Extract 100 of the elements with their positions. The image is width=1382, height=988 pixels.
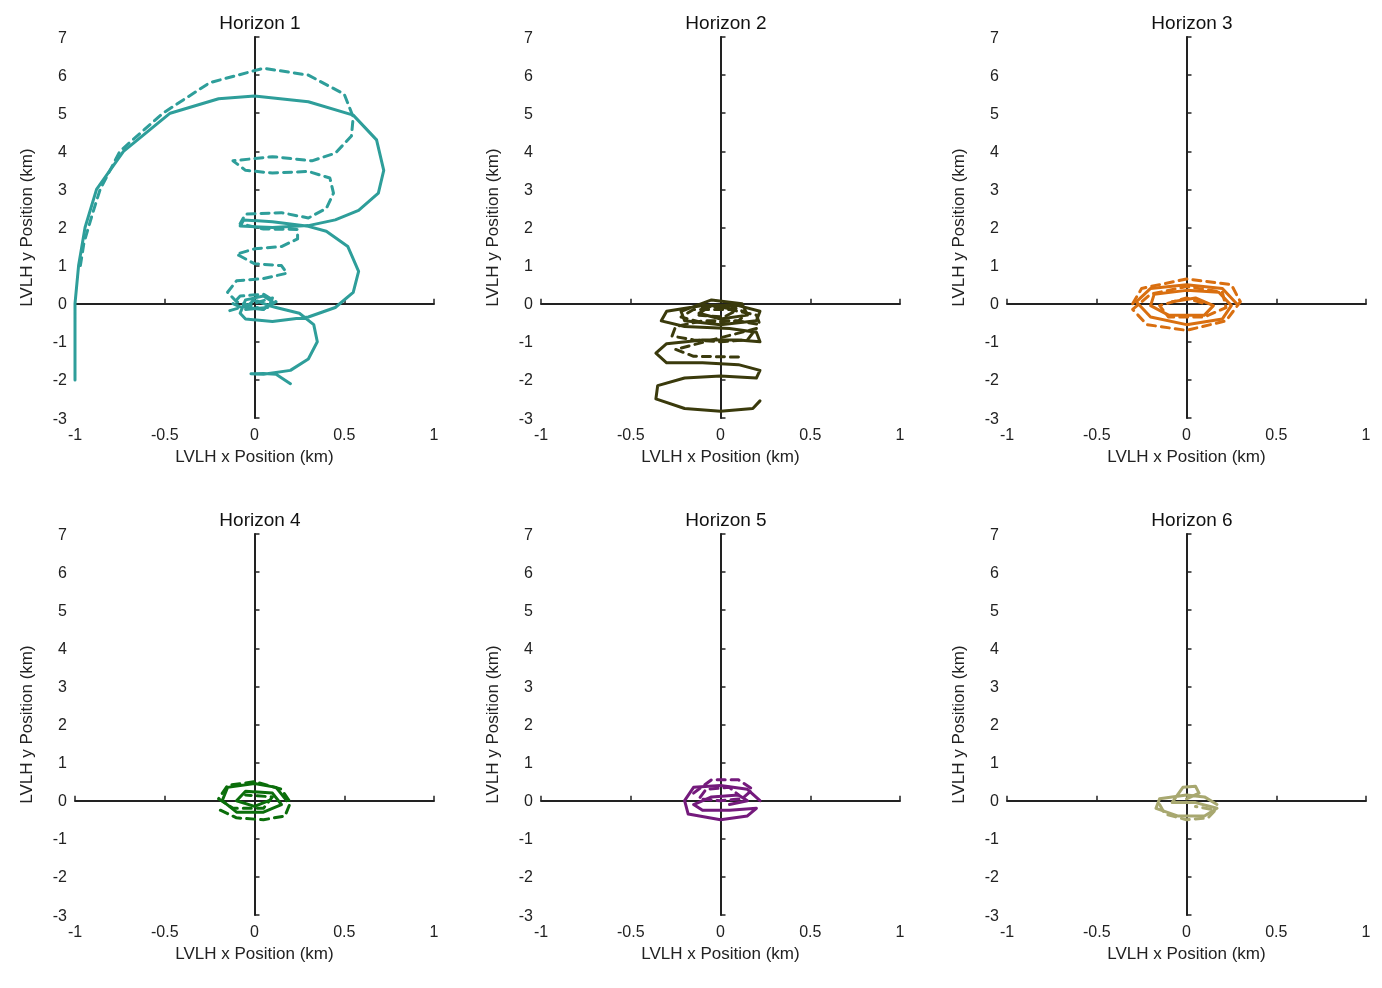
- line-series: [1154, 784, 1219, 818]
- y-tick-label: -3: [52, 409, 68, 427]
- y-tick-label: -1: [984, 333, 1000, 351]
- y-tick-label: 4: [58, 142, 68, 160]
- y-tick-label: 3: [58, 180, 68, 198]
- y-tick-label: 2: [58, 716, 68, 733]
- y-tick-label: 4: [990, 639, 1000, 657]
- y-axis-title: LVLH y Position (km): [949, 148, 968, 307]
- y-tick-label: 4: [524, 142, 534, 160]
- x-tick-label: 0.5: [799, 425, 822, 443]
- y-tick-label: -1: [518, 333, 534, 351]
- y-tick-label: -2: [518, 371, 534, 389]
- y-axis-title: LVLH y Position (km): [949, 645, 968, 804]
- x-tick-label: 1: [895, 425, 905, 443]
- y-tick-label: 0: [524, 792, 534, 810]
- x-axis-title: LVLH x Position (km): [641, 944, 800, 963]
- chart-title: Horizon 4: [219, 509, 302, 530]
- y-tick-label: 5: [524, 601, 534, 619]
- x-tick-label: 1: [895, 922, 905, 940]
- x-tick-label: 0.5: [1265, 425, 1288, 443]
- y-tick-label: 7: [58, 525, 68, 543]
- x-axis-title: LVLH x Position (km): [175, 447, 334, 466]
- x-tick-label: 1: [429, 922, 439, 940]
- y-tick-label: 3: [58, 677, 68, 695]
- y-tick-label: -3: [52, 906, 68, 924]
- y-tick-label: -2: [984, 371, 1000, 389]
- x-tick-label: 0: [1182, 425, 1192, 443]
- y-axis-title: LVLH y Position (km): [483, 148, 502, 307]
- y-tick-label: -2: [52, 868, 68, 886]
- y-tick-label: -2: [984, 868, 1000, 886]
- y-tick-label: 6: [990, 66, 1000, 84]
- x-tick-label: 0.5: [333, 425, 356, 443]
- x-axis-title: LVLH x Position (km): [1107, 447, 1266, 466]
- y-tick-label: 7: [524, 525, 534, 543]
- y-tick-label: 6: [524, 66, 534, 84]
- y-tick-label: 5: [990, 104, 1000, 122]
- y-tick-label: 3: [524, 677, 534, 695]
- y-tick-label: 2: [990, 716, 1000, 733]
- y-tick-label: 3: [990, 180, 1000, 198]
- y-tick-label: 6: [58, 66, 68, 84]
- y-axis-title: LVLH y Position (km): [17, 645, 36, 804]
- y-tick-label: 7: [990, 28, 1000, 46]
- y-tick-label: -1: [984, 830, 1000, 848]
- chart-title: Horizon 6: [1151, 509, 1233, 530]
- y-tick-label: 3: [524, 180, 534, 198]
- x-axis-title: LVLH x Position (km): [641, 447, 800, 466]
- y-tick-label: 0: [58, 792, 68, 810]
- y-tick-label: 0: [58, 295, 68, 313]
- y-tick-label: 0: [990, 295, 1000, 313]
- y-tick-label: 5: [58, 601, 68, 619]
- y-axis-title: LVLH y Position (km): [17, 148, 36, 307]
- y-tick-label: -1: [518, 830, 534, 848]
- y-tick-label: -1: [52, 830, 68, 848]
- x-tick-label: -0.5: [616, 425, 645, 443]
- chart-title: Horizon 3: [1151, 12, 1233, 33]
- chart-title: Horizon 1: [219, 12, 301, 33]
- y-tick-label: 1: [58, 754, 68, 772]
- y-tick-label: 1: [524, 754, 534, 772]
- x-tick-label: 0: [250, 425, 260, 443]
- y-tick-label: -2: [52, 371, 68, 389]
- x-tick-label: 0.5: [1265, 922, 1288, 940]
- x-tick-label: 0: [716, 425, 726, 443]
- y-tick-label: 0: [990, 792, 1000, 810]
- chart-title: Horizon 5: [685, 509, 767, 530]
- y-tick-label: 2: [524, 716, 534, 733]
- y-tick-label: 2: [990, 219, 1000, 236]
- y-tick-label: 1: [58, 257, 68, 275]
- y-tick-label: 7: [990, 525, 1000, 543]
- y-tick-label: -3: [518, 409, 534, 427]
- line-series: [217, 780, 292, 822]
- y-tick-label: 7: [524, 28, 534, 46]
- x-axis-title: LVLH x Position (km): [175, 944, 334, 963]
- y-tick-label: -3: [984, 409, 1000, 427]
- y-tick-label: 7: [58, 28, 68, 46]
- x-tick-label: -0.5: [150, 425, 179, 443]
- y-tick-label: -3: [984, 906, 1000, 924]
- y-axis-title: LVLH y Position (km): [483, 645, 502, 804]
- y-tick-label: 2: [524, 219, 534, 236]
- y-tick-label: -2: [518, 868, 534, 886]
- y-tick-label: 2: [58, 219, 68, 236]
- x-tick-label: -0.5: [1082, 425, 1111, 443]
- y-tick-label: 5: [58, 104, 68, 122]
- line-series: [1134, 283, 1239, 327]
- x-tick-label: 1: [429, 425, 439, 443]
- y-tick-label: 5: [990, 601, 1000, 619]
- x-tick-label: -0.5: [616, 922, 645, 940]
- y-tick-label: 4: [58, 639, 68, 657]
- y-tick-label: -3: [518, 906, 534, 924]
- y-tick-label: 1: [524, 257, 534, 275]
- y-tick-label: 4: [524, 639, 534, 657]
- y-tick-label: 5: [524, 104, 534, 122]
- x-tick-label: -0.5: [1082, 922, 1111, 940]
- y-tick-label: 1: [990, 257, 1000, 275]
- chart-title: Horizon 2: [685, 12, 767, 33]
- line-series: [1131, 277, 1242, 332]
- x-tick-label: 0: [250, 922, 260, 940]
- y-tick-label: 3: [990, 677, 1000, 695]
- x-tick-label: -0.5: [150, 922, 179, 940]
- x-tick-label: 0: [716, 922, 726, 940]
- x-tick-label: 1: [1361, 922, 1371, 940]
